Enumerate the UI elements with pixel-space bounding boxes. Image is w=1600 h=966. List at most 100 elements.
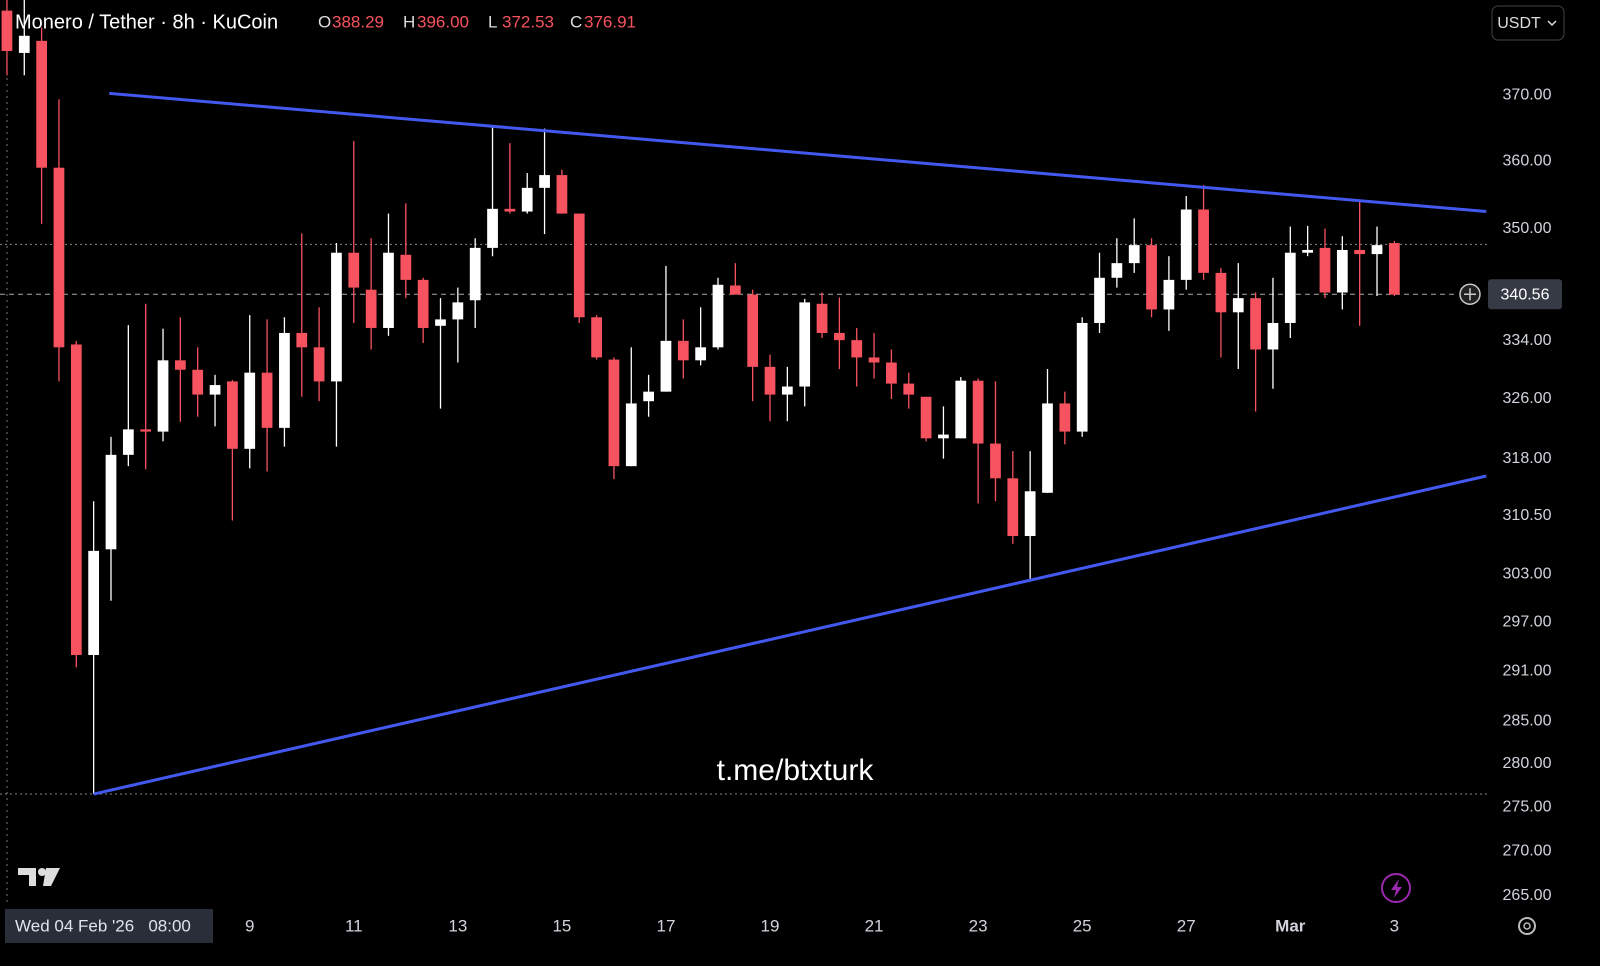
candle-body bbox=[955, 380, 967, 439]
candle-body bbox=[348, 252, 360, 288]
x-tick-label: 13 bbox=[448, 916, 467, 935]
y-tick-label: 360.00 bbox=[1503, 152, 1552, 169]
candle-body bbox=[1267, 322, 1279, 350]
candle-body bbox=[36, 40, 47, 168]
candle-body bbox=[313, 347, 325, 382]
x-tick-label: 17 bbox=[656, 916, 675, 935]
candle-body bbox=[834, 332, 845, 341]
candle-body bbox=[157, 360, 169, 432]
candle-body bbox=[209, 385, 221, 395]
y-tick-label: 303.00 bbox=[1503, 566, 1552, 583]
tradingview-logo bbox=[18, 868, 60, 886]
candle-body bbox=[539, 175, 550, 188]
candle-body bbox=[712, 284, 724, 348]
candle-body bbox=[591, 317, 602, 358]
crosshair-label-box bbox=[5, 909, 213, 943]
candle-body bbox=[1198, 209, 1209, 273]
candle-body bbox=[573, 213, 585, 318]
candle-body bbox=[452, 302, 464, 320]
y-tick-label: 370.00 bbox=[1503, 87, 1552, 104]
candle-body bbox=[1111, 263, 1123, 278]
candle-body bbox=[1319, 247, 1331, 293]
ohlc-value: 376.91 bbox=[584, 12, 636, 31]
y-tick-label: 265.00 bbox=[1503, 887, 1552, 904]
candle-body bbox=[1146, 245, 1157, 310]
x-tick-label: 3 bbox=[1390, 916, 1399, 935]
x-tick-label: Mar bbox=[1275, 916, 1306, 935]
watermark: t.me/btxturk bbox=[717, 754, 875, 787]
lightning-button[interactable] bbox=[1381, 873, 1411, 903]
x-tick-label: 11 bbox=[345, 916, 363, 935]
candle-body bbox=[88, 550, 100, 656]
candle-body bbox=[643, 391, 654, 402]
candle-body bbox=[1336, 249, 1348, 293]
candle-body bbox=[920, 396, 932, 439]
y-tick-label: 326.00 bbox=[1503, 390, 1552, 407]
x-tick-label: 27 bbox=[1177, 916, 1196, 935]
candle-body bbox=[18, 35, 30, 53]
y-tick-label: 318.00 bbox=[1503, 450, 1552, 467]
candle-body bbox=[1215, 272, 1227, 313]
trendline bbox=[109, 91, 1487, 214]
candle-body bbox=[1232, 298, 1244, 313]
candle-body bbox=[192, 369, 204, 395]
x-tick-label: 15 bbox=[552, 916, 571, 935]
y-tick-label: 270.00 bbox=[1503, 842, 1552, 859]
y-tick-label: 350.00 bbox=[1503, 220, 1552, 237]
candle-body bbox=[938, 434, 949, 439]
currency-label[interactable]: USDT bbox=[1497, 15, 1541, 32]
candle-body bbox=[521, 187, 533, 212]
candle-body bbox=[729, 285, 741, 295]
x-tick-label: 21 bbox=[865, 916, 884, 935]
candle-body bbox=[1284, 252, 1296, 323]
candle-body bbox=[105, 454, 117, 550]
y-tick-label: 334.00 bbox=[1503, 332, 1552, 349]
candle-body bbox=[279, 332, 290, 428]
y-tick-label: 275.00 bbox=[1503, 798, 1552, 815]
candle-body bbox=[261, 372, 273, 428]
price-label-box bbox=[1488, 279, 1562, 310]
candle-body bbox=[799, 302, 811, 387]
trendline bbox=[93, 474, 1487, 796]
candle-body bbox=[677, 340, 689, 361]
candle-body bbox=[660, 340, 672, 392]
candle-body bbox=[331, 252, 342, 382]
ohlc-value: 372.53 bbox=[502, 12, 554, 31]
y-tick-label: 285.00 bbox=[1503, 713, 1552, 730]
candle-body bbox=[504, 208, 516, 212]
candle-body bbox=[1128, 245, 1140, 264]
candle-body bbox=[1163, 279, 1175, 310]
candle-body bbox=[417, 279, 429, 328]
candle-body bbox=[1007, 478, 1019, 537]
ohlc-key: L bbox=[488, 12, 497, 31]
candle-body bbox=[851, 340, 863, 358]
candle-body bbox=[1371, 245, 1383, 255]
candle-body bbox=[903, 383, 915, 395]
candle-body bbox=[365, 289, 377, 328]
x-tick-label: 9 bbox=[245, 916, 254, 935]
ohlc-key: O bbox=[318, 12, 331, 31]
candle-body bbox=[868, 357, 880, 363]
candle-body bbox=[990, 443, 1001, 479]
candle-body bbox=[1250, 298, 1261, 350]
candle-body bbox=[70, 344, 82, 656]
candle-body bbox=[764, 366, 776, 395]
y-tick-label: 310.50 bbox=[1503, 507, 1552, 524]
plus-icon bbox=[1464, 288, 1476, 301]
candle-body bbox=[1042, 403, 1053, 493]
currency-button[interactable] bbox=[1491, 5, 1565, 41]
settings-button[interactable] bbox=[1518, 917, 1536, 935]
candle-body bbox=[469, 247, 481, 301]
candle-body bbox=[886, 362, 897, 384]
chart-title: Monero / Tether · 8h · KuCoin bbox=[15, 11, 278, 33]
candle-body bbox=[1388, 243, 1400, 295]
ohlc-value: 388.29 bbox=[332, 12, 384, 31]
candle-body bbox=[435, 319, 446, 326]
dropdown-icon bbox=[1547, 20, 1557, 27]
candle-body bbox=[53, 167, 65, 348]
candle-body bbox=[400, 254, 412, 280]
plot-area bbox=[0, 0, 1488, 796]
candle-body bbox=[244, 372, 256, 449]
